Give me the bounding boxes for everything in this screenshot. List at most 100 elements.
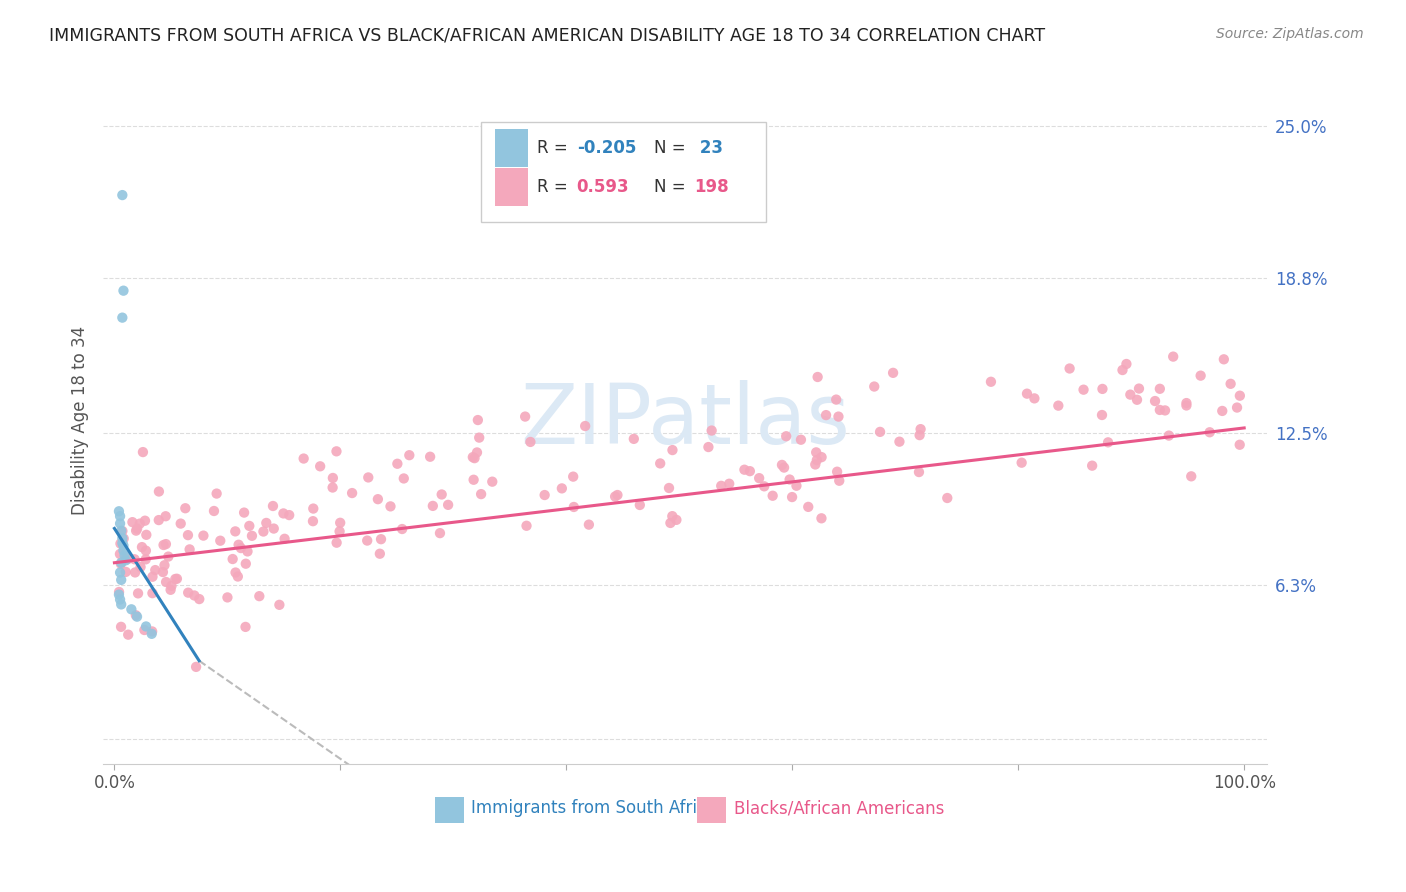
Point — [1047, 399, 1070, 413]
Point — [936, 491, 959, 505]
Point — [117, 628, 139, 642]
Point — [114, 553, 136, 567]
Point — [1091, 408, 1114, 422]
Point — [1149, 403, 1171, 417]
Point — [370, 532, 392, 546]
Text: 198: 198 — [695, 178, 728, 196]
Point — [111, 524, 134, 538]
Point — [125, 524, 148, 538]
Point — [1229, 438, 1251, 452]
Point — [226, 569, 249, 583]
Point — [1059, 361, 1081, 376]
Point — [392, 471, 415, 485]
Point — [661, 443, 683, 458]
Point — [160, 579, 183, 593]
Point — [135, 528, 157, 542]
Text: Immigrants from South Africa: Immigrants from South Africa — [471, 799, 716, 817]
Point — [1175, 399, 1198, 413]
Point — [1097, 435, 1119, 450]
Point — [468, 431, 491, 445]
Point — [578, 517, 600, 532]
Point — [135, 543, 157, 558]
Point — [467, 413, 489, 427]
Point — [108, 509, 131, 524]
Point — [205, 486, 228, 500]
Point — [1157, 428, 1180, 442]
Point — [322, 481, 344, 495]
Point — [804, 458, 827, 472]
Point — [754, 479, 776, 493]
Point — [148, 484, 170, 499]
Point — [108, 588, 131, 602]
Point — [143, 563, 166, 577]
Point — [325, 535, 347, 549]
Point — [1198, 425, 1220, 440]
Point — [869, 425, 891, 439]
Point — [1015, 386, 1038, 401]
Point — [121, 515, 143, 529]
Point — [825, 392, 848, 407]
Text: 23: 23 — [695, 139, 723, 157]
Point — [710, 479, 733, 493]
Point — [170, 516, 193, 531]
Point — [174, 501, 197, 516]
Point — [193, 528, 215, 542]
Point — [1011, 456, 1033, 470]
Point — [278, 508, 301, 522]
Point — [748, 471, 770, 485]
Point — [177, 585, 200, 599]
Point — [628, 498, 651, 512]
Point — [108, 504, 131, 518]
Point — [815, 408, 838, 422]
Point — [236, 544, 259, 558]
Point — [806, 453, 828, 467]
Point — [135, 552, 157, 566]
Point — [111, 310, 134, 325]
Point — [533, 488, 555, 502]
Point — [110, 620, 132, 634]
Point — [127, 586, 149, 600]
Point — [110, 557, 132, 571]
Point — [108, 566, 131, 580]
Point — [1024, 392, 1046, 406]
Point — [623, 432, 645, 446]
Point — [141, 627, 163, 641]
Point — [322, 471, 344, 485]
Point — [110, 556, 132, 570]
Point — [465, 445, 488, 459]
Point — [129, 560, 152, 574]
Point — [1161, 350, 1184, 364]
Point — [574, 419, 596, 434]
Point — [112, 543, 135, 558]
Point — [141, 570, 163, 584]
Point — [112, 539, 135, 553]
Point — [152, 565, 174, 579]
Point — [309, 459, 332, 474]
Point — [1149, 382, 1171, 396]
Point — [733, 463, 755, 477]
Point — [980, 375, 1002, 389]
Point — [430, 487, 453, 501]
Text: 0.593: 0.593 — [576, 178, 630, 196]
Text: Blacks/African Americans: Blacks/African Americans — [734, 799, 945, 817]
Point — [112, 532, 135, 546]
Point — [780, 490, 803, 504]
Point — [1073, 383, 1095, 397]
FancyBboxPatch shape — [481, 122, 766, 221]
Bar — [434, 797, 464, 823]
Point — [785, 479, 807, 493]
Point — [235, 557, 257, 571]
Point — [217, 591, 239, 605]
Point — [329, 524, 352, 539]
Point — [111, 531, 134, 545]
Point — [1126, 392, 1149, 407]
Point — [762, 489, 785, 503]
Point — [797, 500, 820, 514]
Point — [910, 422, 932, 436]
Point — [228, 538, 250, 552]
Point — [661, 509, 683, 524]
Point — [325, 444, 347, 458]
Point — [1219, 376, 1241, 391]
Point — [700, 424, 723, 438]
Point — [779, 473, 801, 487]
